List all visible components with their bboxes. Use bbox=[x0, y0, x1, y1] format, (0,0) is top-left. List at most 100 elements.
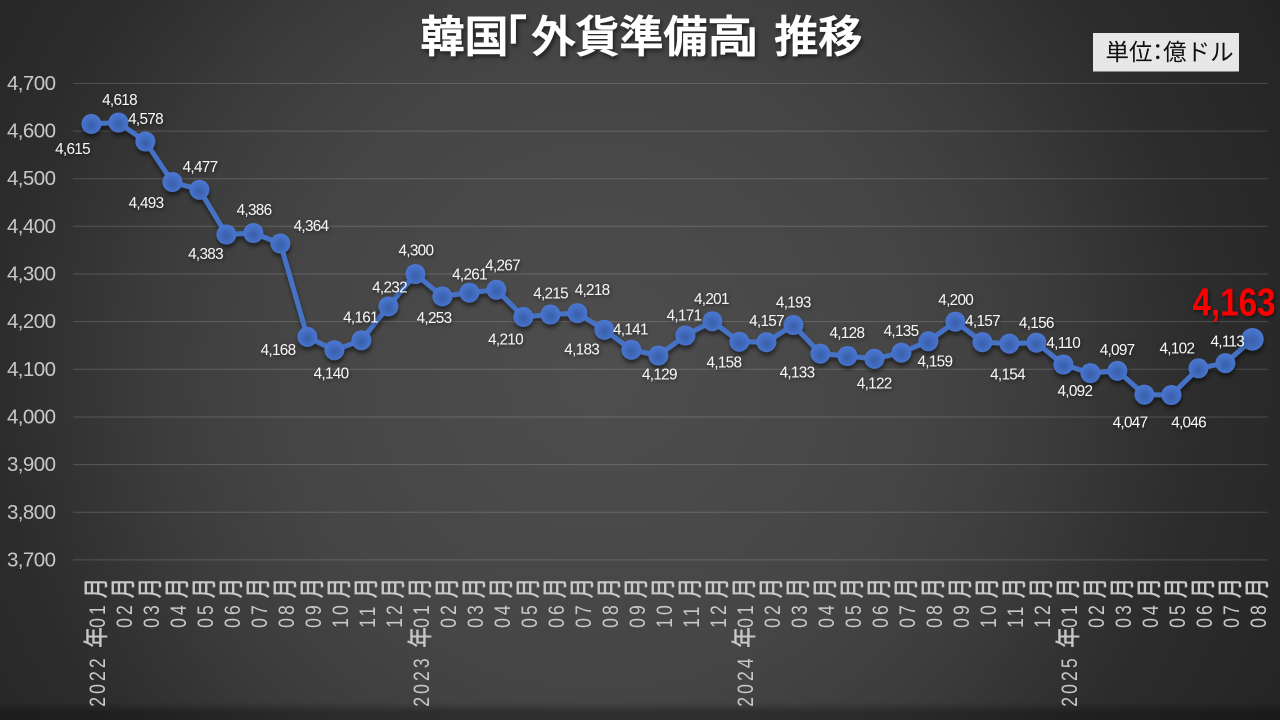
svg-text:4,161: 4,161 bbox=[343, 309, 378, 326]
svg-text:02: 02 bbox=[113, 602, 137, 628]
svg-text:4,128: 4,128 bbox=[830, 325, 865, 342]
svg-text:07: 07 bbox=[572, 602, 596, 628]
svg-text:4,200: 4,200 bbox=[7, 310, 56, 333]
svg-text:4,700: 4,700 bbox=[7, 72, 56, 95]
svg-text:4,477: 4,477 bbox=[183, 159, 218, 176]
svg-text:4,578: 4,578 bbox=[128, 111, 163, 128]
svg-text:01: 01 bbox=[734, 602, 758, 628]
svg-text:04: 04 bbox=[1139, 602, 1163, 628]
svg-text:03: 03 bbox=[140, 602, 164, 628]
svg-text:07: 07 bbox=[896, 602, 920, 628]
svg-text:4,133: 4,133 bbox=[780, 364, 815, 381]
svg-text:4,200: 4,200 bbox=[938, 292, 973, 309]
svg-text:11: 11 bbox=[1004, 603, 1028, 628]
svg-text:4,156: 4,156 bbox=[1019, 315, 1054, 332]
svg-text:4,168: 4,168 bbox=[261, 342, 296, 359]
svg-text:4,157: 4,157 bbox=[965, 313, 1000, 330]
svg-text:03: 03 bbox=[1112, 602, 1136, 628]
svg-text:11: 11 bbox=[356, 603, 380, 628]
svg-text:05: 05 bbox=[1166, 602, 1190, 628]
svg-text:4,135: 4,135 bbox=[884, 323, 919, 340]
svg-text:4,154: 4,154 bbox=[990, 366, 1026, 383]
svg-text:4,201: 4,201 bbox=[694, 291, 729, 308]
svg-text:06: 06 bbox=[221, 602, 245, 628]
svg-text:04: 04 bbox=[491, 602, 515, 628]
svg-text:4,193: 4,193 bbox=[776, 294, 811, 311]
svg-text:10: 10 bbox=[653, 602, 677, 628]
svg-text:2024: 2024 bbox=[734, 655, 758, 707]
svg-text:01: 01 bbox=[410, 602, 434, 628]
svg-text:4,493: 4,493 bbox=[129, 195, 164, 212]
svg-text:4,215: 4,215 bbox=[533, 286, 568, 303]
svg-text:11: 11 bbox=[680, 603, 704, 628]
svg-text:05: 05 bbox=[518, 602, 542, 628]
svg-text:4,046: 4,046 bbox=[1171, 414, 1206, 431]
svg-text:4,092: 4,092 bbox=[1058, 383, 1093, 400]
svg-text:4,364: 4,364 bbox=[294, 218, 330, 235]
svg-text:01: 01 bbox=[86, 602, 110, 628]
svg-text:4,500: 4,500 bbox=[7, 167, 56, 190]
svg-text:4,400: 4,400 bbox=[7, 215, 56, 238]
svg-text:02: 02 bbox=[437, 602, 461, 628]
svg-text:4,267: 4,267 bbox=[485, 258, 520, 275]
svg-text:03: 03 bbox=[464, 602, 488, 628]
svg-text:06: 06 bbox=[869, 602, 893, 628]
svg-text:12: 12 bbox=[383, 602, 407, 628]
svg-text:4,158: 4,158 bbox=[707, 354, 742, 371]
svg-text:4,122: 4,122 bbox=[857, 375, 892, 392]
svg-text:02: 02 bbox=[1085, 602, 1109, 628]
svg-text:4,129: 4,129 bbox=[642, 367, 677, 384]
svg-text:03: 03 bbox=[788, 602, 812, 628]
svg-text:4,218: 4,218 bbox=[575, 282, 610, 299]
svg-text:01: 01 bbox=[1058, 602, 1082, 628]
svg-text:3,900: 3,900 bbox=[7, 453, 56, 476]
svg-text:4,171: 4,171 bbox=[667, 307, 702, 324]
svg-text:4,141: 4,141 bbox=[613, 322, 648, 339]
svg-text:09: 09 bbox=[626, 602, 650, 628]
svg-text:4,618: 4,618 bbox=[102, 92, 137, 109]
svg-text:09: 09 bbox=[950, 602, 974, 628]
svg-text:10: 10 bbox=[329, 602, 353, 628]
svg-text:4,386: 4,386 bbox=[237, 202, 272, 219]
svg-text:2025: 2025 bbox=[1058, 655, 1082, 707]
svg-text:04: 04 bbox=[167, 602, 191, 628]
svg-text:4,261: 4,261 bbox=[452, 267, 487, 284]
svg-text:4,097: 4,097 bbox=[1100, 342, 1135, 359]
svg-text:4,615: 4,615 bbox=[55, 141, 90, 158]
svg-text:4,159: 4,159 bbox=[918, 354, 953, 371]
svg-text:4,113: 4,113 bbox=[1210, 334, 1244, 351]
svg-text:10: 10 bbox=[977, 602, 1001, 628]
svg-text:06: 06 bbox=[1193, 602, 1217, 628]
svg-text:2022: 2022 bbox=[86, 655, 110, 707]
svg-text:08: 08 bbox=[599, 602, 623, 628]
svg-text:4,047: 4,047 bbox=[1113, 414, 1148, 431]
svg-text:08: 08 bbox=[923, 602, 947, 628]
svg-text:09: 09 bbox=[302, 602, 326, 628]
svg-text:05: 05 bbox=[842, 602, 866, 628]
svg-text:4,000: 4,000 bbox=[7, 406, 56, 429]
svg-text:07: 07 bbox=[1220, 602, 1244, 628]
svg-text:06: 06 bbox=[545, 602, 569, 628]
svg-text:4,102: 4,102 bbox=[1160, 341, 1195, 358]
svg-text:4,100: 4,100 bbox=[7, 358, 56, 381]
svg-text:02: 02 bbox=[761, 602, 785, 628]
svg-text:4,383: 4,383 bbox=[188, 246, 223, 263]
svg-text:4,300: 4,300 bbox=[399, 243, 434, 260]
svg-text:4,210: 4,210 bbox=[488, 332, 523, 349]
svg-text:4,183: 4,183 bbox=[564, 341, 599, 358]
svg-text:08: 08 bbox=[1247, 602, 1271, 628]
svg-text:12: 12 bbox=[707, 602, 731, 628]
svg-text:4,110: 4,110 bbox=[1046, 335, 1080, 352]
svg-text:4,300: 4,300 bbox=[7, 263, 56, 286]
svg-text:2023: 2023 bbox=[410, 655, 434, 707]
svg-text:12: 12 bbox=[1031, 602, 1055, 628]
svg-text:4,157: 4,157 bbox=[749, 313, 784, 330]
svg-text:4,140: 4,140 bbox=[314, 366, 349, 383]
svg-text:07: 07 bbox=[248, 602, 272, 628]
svg-text:4,163: 4,163 bbox=[1193, 282, 1276, 325]
svg-text:04: 04 bbox=[815, 602, 839, 628]
svg-text:05: 05 bbox=[194, 602, 218, 628]
svg-text:4,600: 4,600 bbox=[7, 120, 56, 143]
svg-text:3,700: 3,700 bbox=[7, 548, 56, 571]
svg-text:3,800: 3,800 bbox=[7, 501, 56, 524]
